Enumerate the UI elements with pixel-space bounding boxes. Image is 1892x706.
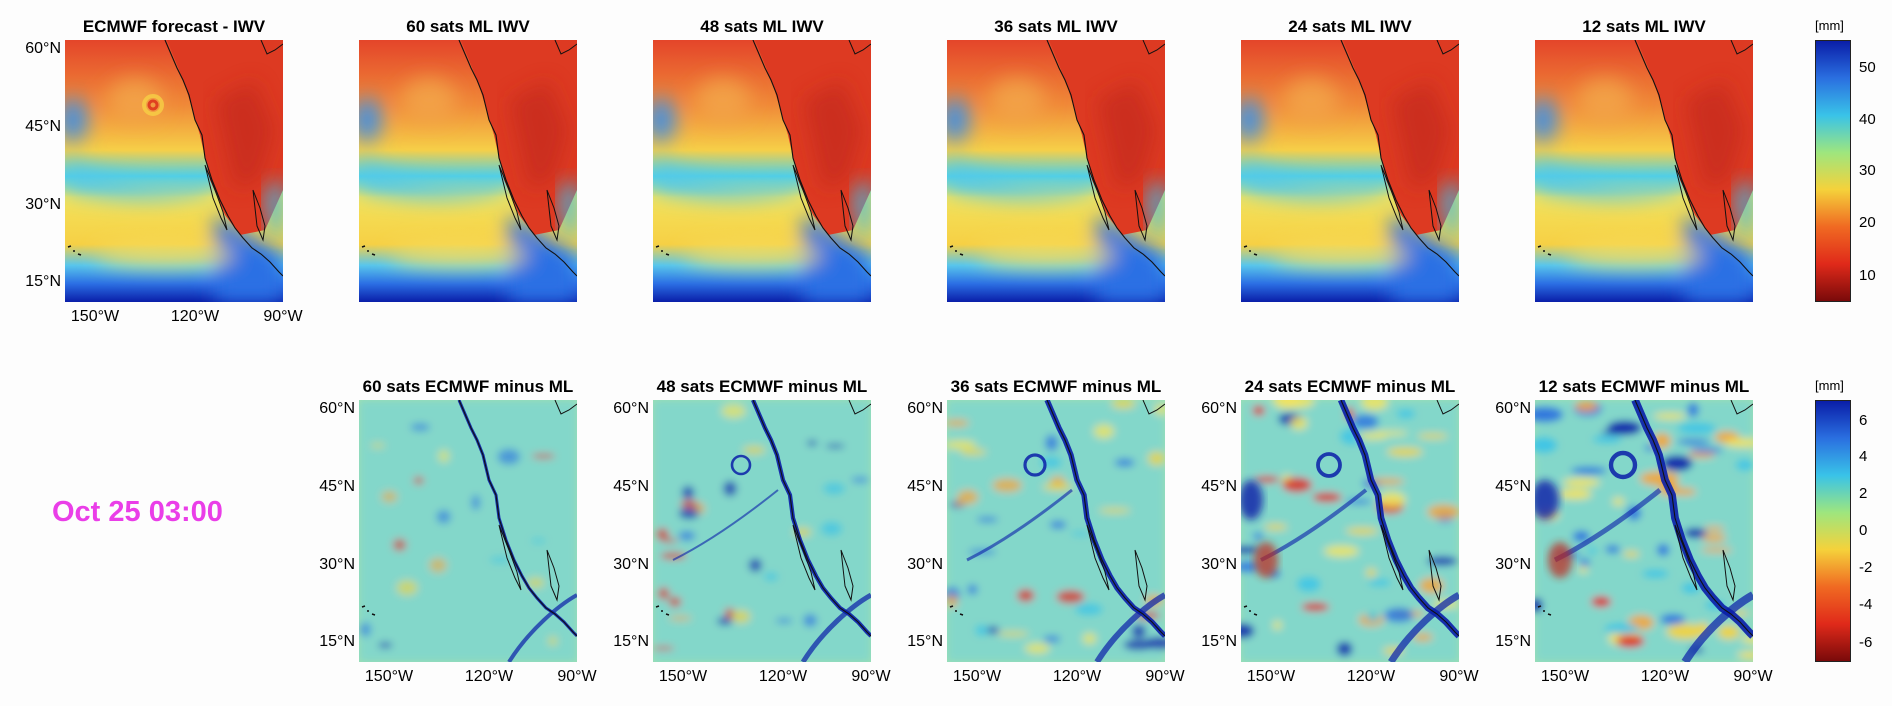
latitude-tick: 45°N bbox=[319, 478, 355, 495]
map-field bbox=[947, 400, 1165, 662]
iwv-map bbox=[359, 40, 577, 302]
longitude-tick: 90°W bbox=[1439, 668, 1479, 685]
latitude-tick: 15°N bbox=[319, 633, 355, 650]
longitude-tick: 90°W bbox=[557, 668, 597, 685]
latitude-tick: 45°N bbox=[613, 478, 649, 495]
longitude-tick: 150°W bbox=[70, 308, 120, 325]
latitude-tick: 45°N bbox=[907, 478, 943, 495]
longitude-tick: 120°W bbox=[464, 668, 514, 685]
latitude-tick: 30°N bbox=[613, 556, 649, 573]
latitude-tick: 60°N bbox=[25, 40, 61, 57]
panel-title: 60 sats ECMWF minus ML bbox=[362, 377, 574, 396]
panel-title: 24 sats ML IWV bbox=[1288, 17, 1412, 36]
difference-map bbox=[1241, 400, 1459, 662]
longitude-tick: 150°W bbox=[952, 668, 1002, 685]
map-field bbox=[1535, 40, 1753, 302]
colorbar-tick: 50 bbox=[1859, 59, 1876, 76]
longitude-tick: 90°W bbox=[263, 308, 303, 325]
longitude-tick: 120°W bbox=[1052, 668, 1102, 685]
colorbar-tick: 2 bbox=[1859, 485, 1868, 502]
latitude-tick: 15°N bbox=[1201, 633, 1237, 650]
difference-map bbox=[1535, 400, 1753, 662]
latitude-tick: 60°N bbox=[1495, 400, 1531, 417]
iwv-map bbox=[653, 40, 871, 302]
map-field bbox=[65, 40, 283, 302]
longitude-tick: 150°W bbox=[364, 668, 414, 685]
panel-title: 48 sats ECMWF minus ML bbox=[656, 377, 868, 396]
latitude-tick: 30°N bbox=[1201, 556, 1237, 573]
longitude-tick: 150°W bbox=[658, 668, 708, 685]
difference-map bbox=[947, 400, 1165, 662]
iwv-map bbox=[947, 40, 1165, 302]
panel-title: ECMWF forecast - IWV bbox=[82, 17, 266, 36]
iwv-map bbox=[1535, 40, 1753, 302]
latitude-tick: 15°N bbox=[1495, 633, 1531, 650]
map-field bbox=[359, 400, 577, 662]
longitude-tick: 150°W bbox=[1246, 668, 1296, 685]
map-field bbox=[1241, 40, 1459, 302]
latitude-tick: 60°N bbox=[1201, 400, 1237, 417]
difference-map bbox=[653, 400, 871, 662]
colorbar-tick: -6 bbox=[1859, 634, 1873, 651]
panel-title: 36 sats ML IWV bbox=[994, 17, 1118, 36]
latitude-tick: 30°N bbox=[319, 556, 355, 573]
longitude-tick: 90°W bbox=[1145, 668, 1185, 685]
map-field bbox=[359, 40, 577, 302]
map-field bbox=[1535, 400, 1753, 662]
longitude-tick: 150°W bbox=[1540, 668, 1590, 685]
latitude-tick: 45°N bbox=[1495, 478, 1531, 495]
latitude-tick: 30°N bbox=[907, 556, 943, 573]
latitude-tick: 30°N bbox=[1495, 556, 1531, 573]
latitude-tick: 15°N bbox=[907, 633, 943, 650]
longitude-tick: 120°W bbox=[1640, 668, 1690, 685]
colorbar-unit: [mm] bbox=[1815, 18, 1844, 33]
panel-title: 12 sats ML IWV bbox=[1582, 17, 1706, 36]
colorbar-tick: -2 bbox=[1859, 559, 1873, 576]
latitude-tick: 15°N bbox=[613, 633, 649, 650]
latitude-tick: 60°N bbox=[613, 400, 649, 417]
map-field bbox=[1241, 400, 1459, 662]
colorbar-tick: 4 bbox=[1859, 448, 1868, 465]
datetime-label: Oct 25 03:00 bbox=[52, 496, 223, 528]
colorbar-tick: -4 bbox=[1859, 596, 1873, 613]
colorbar bbox=[1815, 40, 1851, 302]
longitude-tick: 90°W bbox=[851, 668, 891, 685]
latitude-tick: 60°N bbox=[907, 400, 943, 417]
colorbar-tick: 30 bbox=[1859, 162, 1876, 179]
longitude-tick: 120°W bbox=[758, 668, 808, 685]
iwv-map bbox=[65, 40, 283, 302]
colorbar-tick: 40 bbox=[1859, 111, 1876, 128]
difference-map bbox=[359, 400, 577, 662]
latitude-tick: 15°N bbox=[25, 273, 61, 290]
colorbar-tick: 10 bbox=[1859, 267, 1876, 284]
colorbar-tick: 20 bbox=[1859, 214, 1876, 231]
map-field bbox=[653, 40, 871, 302]
latitude-tick: 60°N bbox=[319, 400, 355, 417]
panel-title: 12 sats ECMWF minus ML bbox=[1538, 377, 1750, 396]
map-field bbox=[947, 40, 1165, 302]
longitude-tick: 120°W bbox=[1346, 668, 1396, 685]
longitude-tick: 120°W bbox=[170, 308, 220, 325]
colorbar-tick: 6 bbox=[1859, 412, 1868, 429]
colorbar-tick: 0 bbox=[1859, 522, 1868, 539]
panel-title: 60 sats ML IWV bbox=[406, 17, 530, 36]
panel-title: 36 sats ECMWF minus ML bbox=[950, 377, 1162, 396]
colorbar bbox=[1815, 400, 1851, 662]
latitude-tick: 45°N bbox=[25, 118, 61, 135]
map-field bbox=[653, 400, 871, 662]
panel-title: 24 sats ECMWF minus ML bbox=[1244, 377, 1456, 396]
latitude-tick: 30°N bbox=[25, 196, 61, 213]
colorbar-unit: [mm] bbox=[1815, 378, 1844, 393]
iwv-map bbox=[1241, 40, 1459, 302]
latitude-tick: 45°N bbox=[1201, 478, 1237, 495]
longitude-tick: 90°W bbox=[1733, 668, 1773, 685]
panel-title: 48 sats ML IWV bbox=[700, 17, 824, 36]
